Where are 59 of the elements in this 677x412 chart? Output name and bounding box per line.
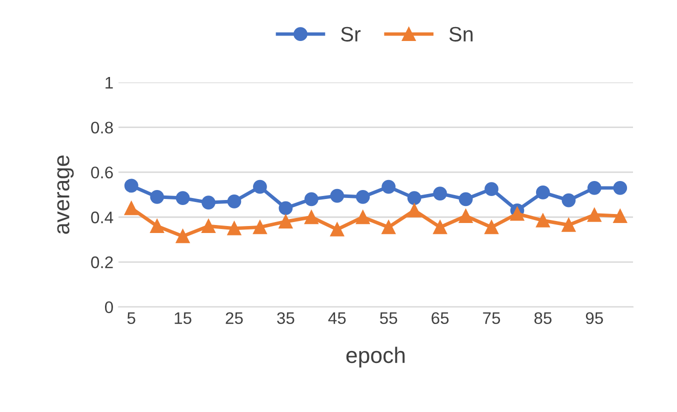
point (202, 219, 216, 234)
legend-label: Sn (449, 26, 473, 42)
point (124, 178, 138, 193)
x-tick-label: 15 (174, 312, 192, 324)
y-axis-title: average (57, 156, 74, 234)
point (458, 192, 473, 206)
x-tick-label: 55 (380, 312, 398, 324)
point (407, 203, 422, 218)
point (253, 220, 267, 234)
y-tick-label: 0 (104, 301, 113, 314)
point (407, 191, 422, 205)
point (587, 208, 602, 222)
y-tick-label: 1 (106, 76, 113, 88)
point (330, 222, 344, 236)
point (458, 209, 473, 223)
point (382, 180, 396, 194)
y-tick-label: 0.4 (91, 212, 114, 224)
point (253, 180, 267, 194)
x-tick-label: 75 (483, 312, 500, 324)
point (278, 214, 293, 229)
point (562, 193, 576, 208)
point (176, 229, 190, 244)
point (330, 188, 344, 203)
point (227, 221, 242, 236)
point (562, 218, 576, 232)
x-tick-label: 5 (127, 312, 136, 324)
x-axis-title: epoch (346, 346, 405, 368)
legend-label: Sr (341, 26, 361, 42)
point (202, 196, 216, 210)
point (278, 201, 293, 216)
point (124, 201, 138, 216)
point (536, 185, 550, 200)
point (304, 192, 318, 206)
point (613, 209, 628, 223)
point (227, 194, 242, 208)
x-tick-label: 85 (534, 312, 552, 324)
x-tick-label: 25 (226, 312, 243, 324)
point (613, 180, 628, 195)
point (304, 210, 318, 224)
point (150, 219, 164, 234)
y-tick-label: 0.8 (91, 122, 113, 134)
point (433, 220, 447, 234)
y-tick-label: 0.2 (91, 256, 113, 268)
x-tick-label: 95 (586, 312, 603, 324)
point (587, 180, 602, 195)
point (510, 206, 524, 221)
point (176, 191, 190, 205)
x-tick-label: 45 (328, 312, 346, 324)
point (382, 220, 396, 234)
point (484, 220, 498, 234)
x-tick-label: 35 (277, 312, 294, 324)
y-tick-label: 0.6 (91, 166, 113, 178)
point (536, 214, 550, 228)
point (433, 186, 447, 200)
x-tick-label: 65 (432, 312, 449, 324)
point (356, 210, 370, 224)
point (356, 190, 370, 204)
point (484, 182, 498, 196)
point (150, 190, 164, 204)
